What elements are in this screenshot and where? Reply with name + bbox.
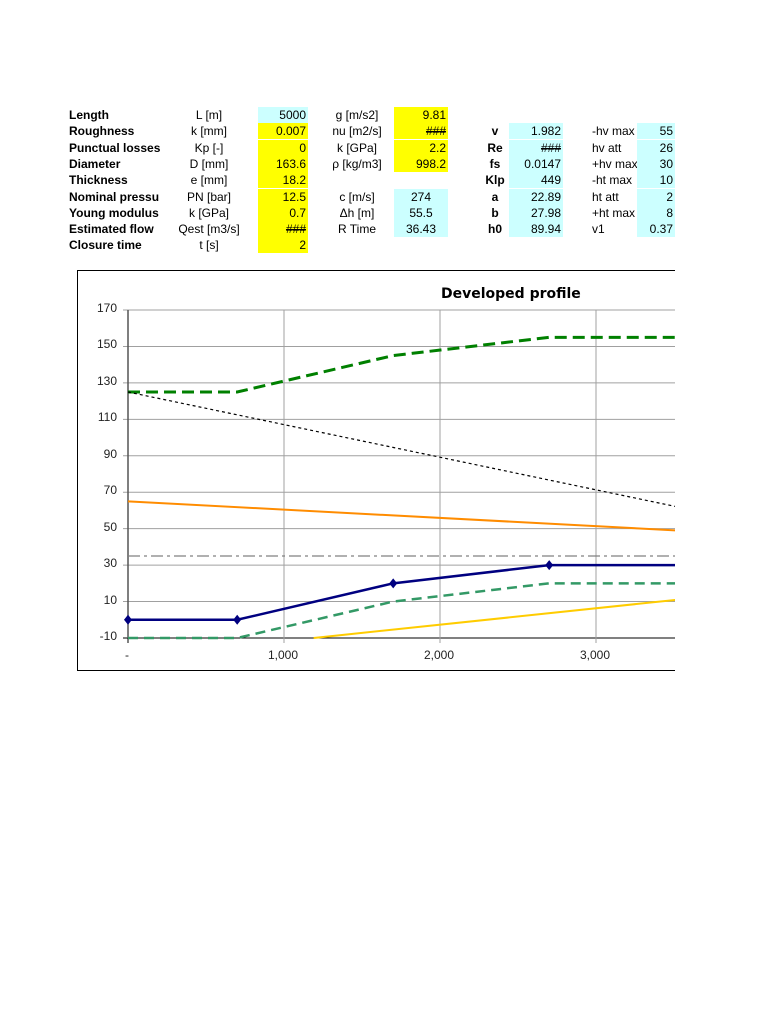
param-value-cell[interactable]: 18.2 [258, 172, 308, 189]
derived-value-cell[interactable]: 274 [394, 188, 448, 205]
param-symbol: D [mm] [189, 156, 229, 171]
x-tick-label: - [125, 648, 129, 662]
param-value-cell[interactable]: 0 [258, 139, 308, 156]
diamond-marker [124, 614, 132, 625]
x-tick-label: 2,000 [423, 648, 455, 662]
param-symbol: L [m] [195, 108, 223, 122]
result-symbol: b [491, 205, 499, 220]
result-symbol: h0 [487, 222, 502, 237]
constant-value-cell[interactable]: 9.81 [394, 107, 448, 123]
param-value-cell[interactable]: 0.7 [258, 204, 308, 221]
chart-plot-area [123, 309, 675, 643]
param-label: Nominal pressu [69, 189, 160, 204]
constant-value-cell[interactable]: 998.2 [394, 155, 448, 172]
param-value-cell[interactable]: 0.007 [258, 123, 308, 140]
param-value-cell[interactable]: 2 [258, 237, 308, 254]
param-label: Roughness [69, 124, 135, 139]
limit-symbol: -ht max [592, 173, 633, 188]
param-label: Closure time [69, 238, 142, 253]
param-symbol: PN [bar] [186, 189, 231, 204]
series-steady-line [127, 500, 675, 532]
series-upper-envelope [128, 335, 675, 394]
chart-title: Developed profile [441, 286, 581, 302]
result-value-cell[interactable]: 22.89 [509, 188, 563, 205]
param-symbol: k [GPa] [188, 205, 229, 220]
y-tick-label: 50 [103, 519, 117, 534]
limit-value-cell[interactable]: 0.37 [637, 221, 675, 238]
result-symbol: Re [487, 140, 503, 155]
limit-symbol: -hv max [592, 124, 635, 139]
constant-symbol: k [GPa] [336, 140, 377, 155]
limit-symbol: hv att [592, 140, 622, 155]
x-tick-label: 3,000 [579, 648, 611, 662]
developed-profile-chart[interactable] [77, 270, 675, 671]
result-symbol: fs [489, 156, 501, 171]
limit-value-cell[interactable]: 26 [637, 139, 675, 156]
result-value-cell[interactable]: 449 [509, 172, 563, 189]
y-tick-label: 170 [96, 301, 117, 315]
limit-value-cell[interactable]: 30 [637, 155, 675, 172]
result-value-cell[interactable]: 89.94 [509, 221, 563, 238]
limit-value-cell[interactable]: 8 [637, 204, 675, 221]
constant-symbol: ρ [kg/m3] [332, 156, 382, 171]
result-symbol: v [491, 124, 499, 139]
series-pipe-profile [128, 563, 675, 622]
y-tick-label: 130 [96, 373, 117, 388]
result-symbol: Klp [485, 173, 505, 188]
param-label: Diameter [69, 156, 121, 171]
constant-value-cell[interactable]: ### [394, 123, 448, 140]
y-tick-label: 70 [103, 483, 117, 498]
y-tick-label: 150 [96, 337, 117, 352]
param-value-cell[interactable]: 163.6 [258, 155, 308, 172]
param-label: Thickness [69, 173, 128, 188]
limit-value-cell[interactable]: 2 [637, 188, 675, 205]
y-tick-label: 30 [103, 556, 117, 571]
y-tick-label: -10 [99, 629, 117, 643]
param-symbol: k [mm] [191, 124, 227, 139]
limit-value-cell[interactable]: 55 [637, 123, 675, 140]
limit-symbol: +ht max [592, 205, 636, 220]
param-symbol: t [s] [199, 238, 219, 253]
result-symbol: a [491, 189, 499, 204]
param-value-cell[interactable]: 12.5 [258, 188, 308, 205]
param-symbol: e [mm] [190, 173, 228, 188]
limit-symbol: ht att [592, 189, 619, 204]
result-value-cell[interactable]: 1.982 [509, 123, 563, 140]
limit-symbol: +hv max [592, 156, 638, 171]
param-label: Young modulus [69, 205, 159, 220]
constant-value-cell[interactable]: 2.2 [394, 139, 448, 156]
series-lower-envelope [128, 582, 675, 640]
diamond-marker [233, 614, 242, 625]
param-value-cell[interactable]: 5000 [258, 107, 308, 123]
result-value-cell[interactable]: 27.98 [509, 204, 563, 221]
constant-symbol: g [m/s2] [335, 108, 379, 122]
series-minimum-line [313, 598, 675, 639]
param-value-cell[interactable]: ### [258, 221, 308, 238]
limit-symbol: v1 [592, 222, 605, 237]
derived-symbol: c [m/s] [339, 189, 375, 204]
x-tick-label: 1,000 [267, 648, 299, 662]
diamond-marker [389, 578, 398, 589]
derived-symbol: Δh [m] [339, 205, 375, 220]
result-value-cell[interactable]: ### [509, 139, 563, 156]
diamond-marker [545, 560, 554, 571]
derived-symbol: R Time [337, 222, 376, 237]
param-label: Punctual losses [69, 140, 161, 155]
derived-value-cell[interactable]: 55.5 [394, 204, 448, 221]
derived-value-cell[interactable]: 36.43 [394, 221, 448, 238]
limit-value-cell[interactable]: 10 [637, 172, 675, 189]
param-label: Length [69, 108, 109, 122]
y-tick-label: 110 [97, 410, 117, 425]
param-label: Estimated flow [69, 222, 154, 237]
y-tick-label: 90 [103, 446, 117, 461]
series-hydraulic-grade [127, 391, 675, 507]
result-value-cell[interactable]: 0.0147 [509, 155, 563, 172]
y-tick-label: 10 [103, 592, 117, 607]
constant-symbol: nu [m2/s] [332, 124, 382, 139]
param-symbol: Kp [-] [194, 140, 224, 155]
param-symbol: Qest [m3/s] [178, 222, 240, 237]
